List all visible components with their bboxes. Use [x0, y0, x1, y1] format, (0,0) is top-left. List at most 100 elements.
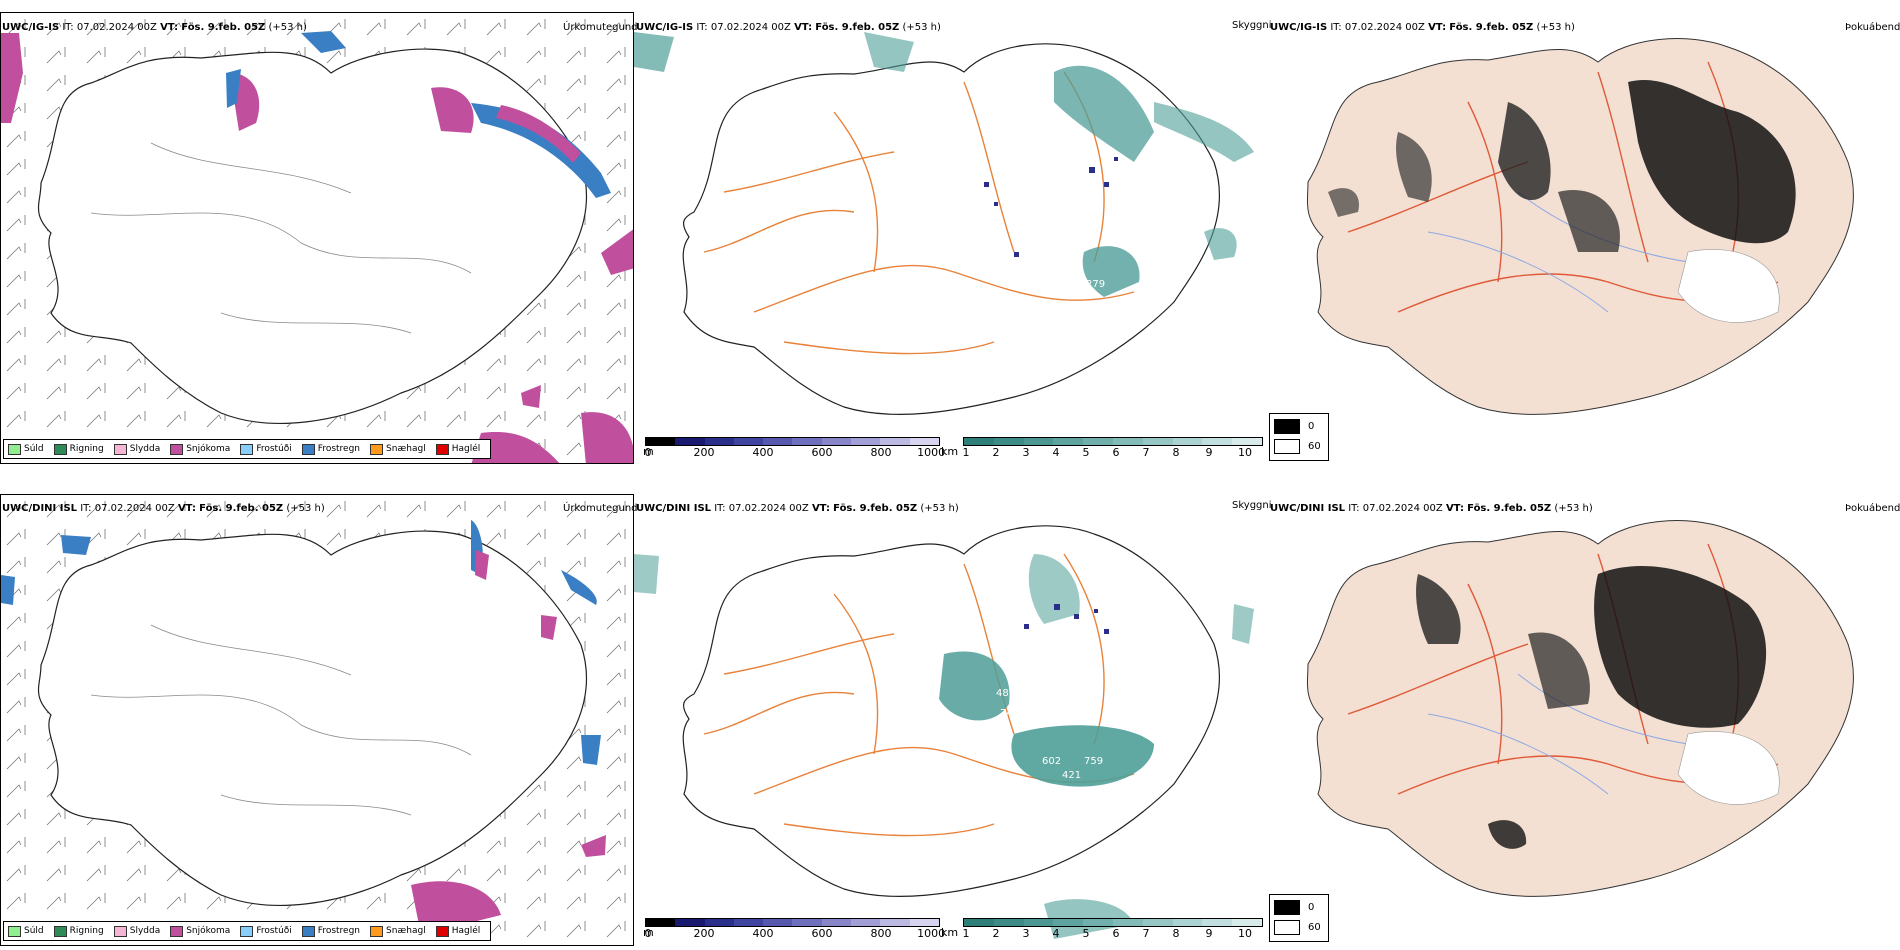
- legend-label: Rigning: [69, 926, 104, 936]
- lead-time: (+53 h): [902, 22, 941, 33]
- ceiling-value-label: 279: [1086, 279, 1105, 290]
- ceiling-value-label: 74: [1000, 708, 1013, 719]
- ceiling-value-label: 72: [1066, 124, 1079, 135]
- lead-time: (+53 h): [286, 503, 325, 514]
- legend-label: Frostúði: [256, 444, 292, 454]
- fog-swatch: [1274, 900, 1300, 915]
- fog-swatch: [1274, 920, 1300, 935]
- colorbar-ticks: 1 2 3 4 5 6 7 8 9 10: [963, 927, 1263, 941]
- colorbar-bar: [963, 918, 1263, 927]
- colorbar-ticks: 0 200 400 600 800 1000: [644, 927, 945, 941]
- legend-swatch: [240, 443, 254, 455]
- it-value: 07.02.2024 00Z: [76, 22, 157, 33]
- colorbar-tick: 200: [693, 927, 715, 940]
- fog-legend-label: 60: [1308, 441, 1321, 452]
- legend-label: Snæhagl: [386, 926, 426, 936]
- legend-label: Frostúði: [256, 926, 292, 936]
- fog-map-ig: [1306, 38, 1854, 415]
- precip-type-map-ig: [1, 13, 633, 463]
- ceiling-value-label: 759: [1084, 756, 1103, 767]
- ceiling-value-label: 482: [996, 688, 1015, 699]
- colorbar-tick: 1: [962, 927, 970, 940]
- fog-swatch: [1274, 419, 1300, 434]
- legend-item: Rigning: [53, 443, 104, 455]
- legend-item: Haglél: [435, 443, 480, 455]
- colorbar-tick: 5: [1082, 927, 1090, 940]
- precip-type-panel-dini: Súld Rigning Slydda Snjókoma Frostúði Fr…: [0, 494, 634, 946]
- fog-legend-row: 60: [1274, 920, 1321, 935]
- precip-type-legend-ig: Súld Rigning Slydda Snjókoma Frostúði Fr…: [3, 439, 492, 459]
- panel-title: Skyggni: [1232, 20, 1272, 31]
- legend-swatch: [113, 925, 127, 937]
- colorbar-tick: 400: [752, 446, 774, 459]
- colorbar-unit: km: [941, 445, 959, 458]
- legend-label: Snæhagl: [386, 444, 426, 454]
- panel-header: UWC/DINI ISL IT: 07.02.2024 00Z VT: Fös.…: [1270, 503, 1593, 514]
- panel-header: UWC/IG-IS IT: 07.02.2024 00Z VT: Fös. 9.…: [2, 22, 307, 33]
- colorbar-ticks: 0 200 400 600 800 1000: [644, 446, 945, 460]
- fog-legend-label: 0: [1308, 902, 1315, 913]
- colorbar-tick: 3: [1022, 446, 1030, 459]
- legend-swatch: [8, 443, 21, 455]
- colorbar-tick: 4: [1052, 446, 1060, 459]
- legend-item: Frostregn: [301, 443, 360, 455]
- legend-swatch: [240, 925, 254, 937]
- colorbar-tick: 9: [1205, 446, 1213, 459]
- fog-legend-top: 0 60: [1269, 413, 1329, 461]
- fog-legend-row: 60: [1274, 439, 1321, 454]
- model-name: UWC/DINI ISL: [2, 503, 78, 514]
- colorbar-bar: [645, 918, 940, 927]
- ceiling-map-dini: 482 74 602 759 421: [634, 525, 1254, 939]
- model-name: UWC/IG-IS: [636, 22, 694, 33]
- ceiling-value-label: 139: [1132, 199, 1151, 210]
- legend-item: Haglél: [435, 925, 480, 937]
- panel-title: Skyggni: [1232, 500, 1272, 511]
- colorbar-tick: 1000: [917, 446, 946, 459]
- legend-item: Frostúði: [240, 443, 292, 455]
- legend-item: Rigning: [53, 925, 104, 937]
- precip-type-map-dini: [1, 495, 633, 945]
- colorbar-tick: 6: [1112, 446, 1120, 459]
- colorbar-unit: m: [643, 445, 654, 458]
- panel-title: Þokuábendi: [1845, 22, 1900, 33]
- legend-label: Rigning: [69, 444, 104, 454]
- colorbar-tick: 9: [1205, 927, 1213, 940]
- legend-label: Súld: [24, 444, 44, 454]
- legend-label: Snjókoma: [186, 926, 231, 936]
- ceiling-value-label: 602: [1042, 756, 1061, 767]
- colorbar-tick: 10: [1238, 927, 1252, 940]
- it-label: IT:: [714, 503, 726, 514]
- colorbar-tick: 400: [752, 927, 774, 940]
- legend-swatch: [301, 443, 315, 455]
- legend-label: Snjókoma: [186, 444, 231, 454]
- legend-item: Snjókoma: [170, 443, 231, 455]
- it-label: IT:: [696, 22, 708, 33]
- colorbar-ticks: 1 2 3 4 5 6 7 8 9 10: [963, 446, 1263, 460]
- colorbar-tick: 10: [1238, 446, 1252, 459]
- colorbar-tick: 8: [1172, 927, 1180, 940]
- vt-label: VT:: [160, 22, 179, 33]
- colorbar-tick: 8: [1172, 446, 1180, 459]
- ceiling-colorbar-bottom: m 0 200 400 600 800 1000: [643, 918, 945, 946]
- legend-label: Slydda: [129, 444, 161, 454]
- colorbar-tick: 4: [1052, 927, 1060, 940]
- ceiling-panel-ig: 72 20 70 139 227 279: [634, 12, 1268, 464]
- legend-label: Slydda: [129, 926, 161, 936]
- vt-value: Fös. 9.feb. 05Z: [1467, 503, 1552, 514]
- vt-label: VT:: [794, 22, 813, 33]
- colorbar-tick: 7: [1142, 446, 1150, 459]
- fog-panel-ig: [1268, 12, 1900, 464]
- it-label: IT:: [62, 22, 74, 33]
- lead-time: (+53 h): [1536, 22, 1575, 33]
- vt-value: Fös. 9.feb. 05Z: [833, 503, 918, 514]
- it-value: 07.02.2024 00Z: [94, 503, 175, 514]
- legend-item: Frostregn: [301, 925, 360, 937]
- vt-label: VT:: [177, 503, 196, 514]
- colorbar-tick: 1: [962, 446, 970, 459]
- colorbar-tick: 2: [992, 446, 1000, 459]
- vt-value: Fös. 9.feb. 05Z: [181, 22, 266, 33]
- it-value: 07.02.2024 00Z: [728, 503, 809, 514]
- model-name: UWC/IG-IS: [1270, 22, 1328, 33]
- colorbar-tick: 800: [870, 446, 892, 459]
- legend-swatch: [435, 925, 449, 937]
